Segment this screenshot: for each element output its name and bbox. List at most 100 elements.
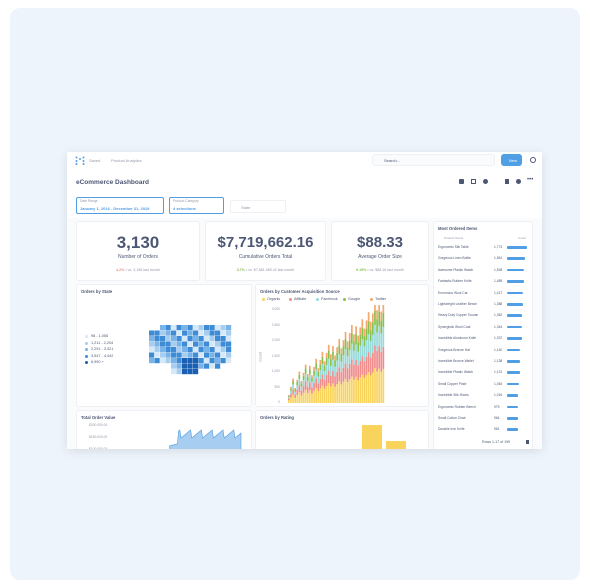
- bar-segment: [319, 360, 322, 365]
- state: [204, 330, 210, 336]
- bar-segment: [288, 395, 290, 397]
- legend-dot: [85, 361, 88, 364]
- count-bar: [507, 257, 525, 260]
- cell: 1,344: [494, 324, 503, 329]
- fullscreen-icon[interactable]: [471, 179, 476, 184]
- bar-segment: [367, 372, 370, 403]
- bar-segment: [313, 367, 315, 371]
- new-button[interactable]: New: [501, 154, 522, 166]
- state: [193, 336, 199, 342]
- legend-dot: [343, 298, 346, 301]
- settings-icon[interactable]: [530, 157, 536, 163]
- bar-segment: [315, 387, 317, 403]
- bookmark-icon[interactable]: [505, 179, 509, 184]
- bar-segment: [313, 375, 315, 383]
- bar-segment: [348, 349, 351, 364]
- bar-segment: [330, 354, 332, 360]
- kpi-compare: 0.19% • vs. $88.16 last month: [356, 268, 404, 272]
- bar-segment: [330, 365, 332, 376]
- legend-label: 2,291 - 3,321: [91, 347, 114, 351]
- bar-segment: [317, 376, 320, 384]
- bar-segment: [355, 333, 357, 345]
- bar-segment: [292, 381, 294, 385]
- bar-segment: [321, 356, 324, 365]
- bar-segment: [355, 326, 357, 334]
- bar-segment: [351, 359, 353, 377]
- bar-segment: [294, 389, 296, 392]
- state: [187, 347, 193, 353]
- bar-segment: [290, 393, 292, 398]
- bar-segment: [302, 380, 305, 387]
- state: [160, 330, 166, 336]
- state: [182, 330, 188, 336]
- cell: Fantastic Rubber Knife: [438, 279, 472, 284]
- bar-segment: [372, 322, 374, 335]
- bar-segment: [327, 344, 330, 351]
- bar-segment: [298, 371, 301, 375]
- state: [176, 358, 182, 364]
- state: [198, 347, 204, 353]
- bar-segment: [359, 345, 362, 361]
- state: [171, 363, 177, 369]
- y-tick-label: $150,000.00: [89, 435, 108, 439]
- bar-segment: [344, 349, 347, 364]
- bar-segment: [321, 364, 324, 375]
- bar-segment: [363, 346, 366, 362]
- bar-segment: [292, 389, 294, 395]
- cell: 964: [494, 416, 500, 420]
- kpi-compare-text: vs. 3,156 last month: [127, 268, 160, 272]
- legend-label: Affiliate: [294, 297, 307, 301]
- filter[interactable]: State: [230, 200, 286, 213]
- state: [187, 341, 193, 347]
- cell: 1,388: [494, 302, 503, 306]
- bar-segment: [344, 363, 347, 379]
- column-header: Count: [518, 236, 527, 240]
- y-tick-label: 0: [278, 400, 280, 404]
- edit-icon[interactable]: [459, 179, 464, 184]
- bar-segment: [336, 347, 338, 353]
- bar-segment: [298, 374, 301, 380]
- breadcrumb[interactable]: Product Analytics: [111, 158, 142, 163]
- bar-segment: [357, 335, 359, 343]
- state: [209, 358, 215, 364]
- bar-segment: [325, 365, 328, 375]
- state: [182, 336, 188, 342]
- bar-segment: [369, 357, 372, 376]
- bar-segment: [357, 342, 359, 352]
- bar-segment: [361, 319, 364, 328]
- bar-segment: [346, 368, 349, 383]
- state: [160, 336, 166, 342]
- bar-segment: [325, 375, 328, 386]
- info-icon[interactable]: [516, 179, 521, 184]
- search-box[interactable]: Search...: [372, 154, 495, 166]
- y-tick-label: 2,000: [271, 338, 280, 342]
- state: [187, 369, 193, 375]
- state: [204, 352, 210, 358]
- state: [226, 336, 232, 342]
- state: [204, 358, 210, 364]
- area-card: Total Order Value $200,000.00 $150,000.00 $…: [76, 410, 252, 449]
- share-icon[interactable]: [483, 179, 488, 184]
- bar-segment: [306, 386, 309, 394]
- filter[interactable]: Product Category 4 selections: [169, 197, 224, 214]
- bar-segment: [353, 341, 355, 351]
- legend-label: Organic: [267, 297, 281, 301]
- breadcrumb[interactable]: Saved: [89, 158, 101, 163]
- cell: Heavy Duty Copper Toucan: [438, 313, 479, 318]
- state: [204, 347, 210, 353]
- bar-segment: [372, 334, 374, 353]
- state: [171, 341, 177, 347]
- bar-segment: [294, 391, 296, 395]
- bar-segment: [327, 370, 330, 384]
- state: [215, 341, 221, 347]
- state: [209, 341, 215, 347]
- kpi-change: 0.19%: [356, 268, 367, 272]
- state: [154, 347, 160, 353]
- bar-segment: [376, 351, 378, 372]
- bar-segment: [300, 386, 303, 391]
- bar-segment: [313, 390, 315, 403]
- more-icon[interactable]: •••: [527, 177, 534, 183]
- bar-segment: [342, 355, 345, 368]
- state: [160, 325, 166, 331]
- filter[interactable]: Date Range January 1, 2016 - December 31,…: [76, 197, 164, 214]
